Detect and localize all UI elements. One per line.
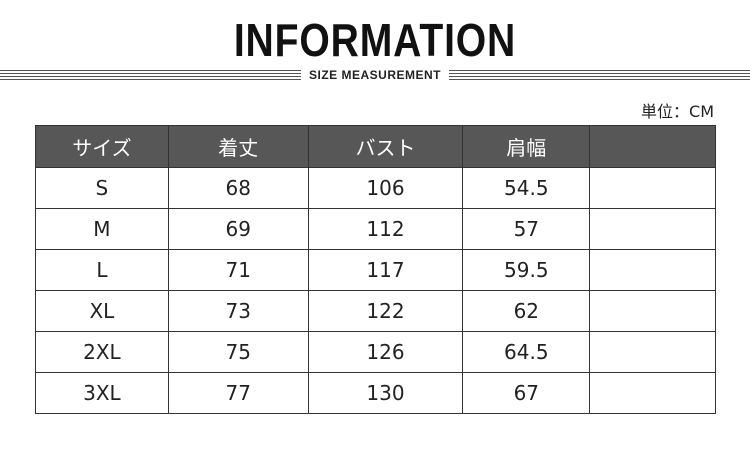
divider-right [449,70,750,80]
table-cell: 112 [307,208,464,250]
table-cell [589,290,716,332]
table-cell: 59.5 [462,249,591,291]
unit-label: 単位：CM [641,102,714,121]
table-cell: 54.5 [462,167,591,209]
table-cell: 57 [462,208,591,250]
table-cell: 73 [167,290,309,332]
table-cell: 106 [307,167,464,209]
table-cell: 122 [307,290,464,332]
subtitle: SIZE MEASUREMENT [309,68,442,82]
table-cell: 67 [462,372,591,414]
divider-left [0,70,301,80]
table-row: 3XL 77 130 67 [35,372,716,414]
table-cell: XL [35,290,169,332]
subtitle-bar: SIZE MEASUREMENT [0,68,750,82]
table-cell: 77 [167,372,309,414]
table-cell: 62 [462,290,591,332]
table-cell: L [35,249,169,291]
table-cell: 75 [167,331,309,373]
column-header [589,125,716,168]
table-cell: 69 [167,208,309,250]
table-cell: 130 [307,372,464,414]
table-cell: 126 [307,331,464,373]
table-cell: M [35,208,169,250]
table-cell: 2XL [35,331,169,373]
table-cell: 64.5 [462,331,591,373]
table-cell: 117 [307,249,464,291]
header-row: サイズ 着丈 バスト 肩幅 [35,125,716,168]
table-cell [589,331,716,373]
column-header: 着丈 [167,125,309,168]
table-cell: 71 [167,249,309,291]
table-row: XL 73 122 62 [35,290,716,332]
table-row: 2XL 75 126 64.5 [35,331,716,373]
table-cell: 3XL [35,372,169,414]
column-header: 肩幅 [462,125,591,168]
page-title: INFORMATION [233,14,517,66]
table-cell [589,372,716,414]
table-cell: S [35,167,169,209]
table-row: L 71 117 59.5 [35,249,716,291]
column-header: バスト [307,125,464,168]
size-table: サイズ 着丈 バスト 肩幅 S 68 106 54.5 M 69 112 57 L 71 117 59.5 X… [35,125,716,414]
table-cell [589,208,716,250]
column-header: サイズ [35,125,169,168]
table-row: M 69 112 57 [35,208,716,250]
table-row: S 68 106 54.5 [35,167,716,209]
table-cell [589,167,716,209]
table-cell: 68 [167,167,309,209]
table-cell [589,249,716,291]
